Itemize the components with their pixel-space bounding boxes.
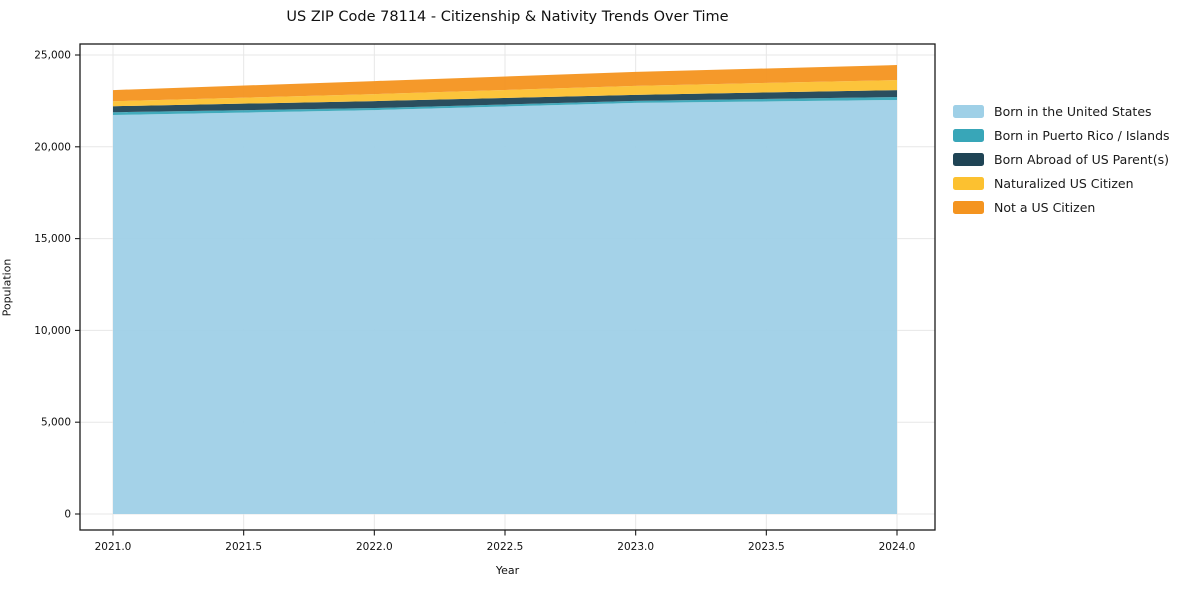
y-tick-label: 20,000 [34, 141, 71, 153]
y-tick-label: 25,000 [34, 49, 71, 61]
x-tick-label: 2024.0 [879, 541, 916, 553]
x-tick-label: 2022.5 [487, 541, 524, 553]
y-tick-label: 15,000 [34, 233, 71, 245]
legend-item: Born in the United States [953, 99, 1170, 123]
legend-item: Naturalized US Citizen [953, 171, 1170, 195]
legend: Born in the United States Born in Puerto … [953, 99, 1170, 219]
legend-item: Born in Puerto Rico / Islands [953, 123, 1170, 147]
legend-label: Born in Puerto Rico / Islands [994, 127, 1170, 143]
x-axis-label: Year [495, 564, 520, 577]
area-series-4 [113, 65, 897, 102]
legend-swatch [953, 176, 984, 190]
x-tick-label: 2023.5 [748, 541, 785, 553]
area-series-3 [113, 80, 897, 107]
y-tick-label: 0 [64, 508, 71, 520]
y-tick-label: 5,000 [41, 417, 71, 429]
legend-label: Naturalized US Citizen [994, 175, 1134, 191]
legend-swatch [953, 152, 984, 166]
x-tick-label: 2023.0 [617, 541, 654, 553]
x-tick-label: 2022.0 [356, 541, 393, 553]
legend-item: Born Abroad of US Parent(s) [953, 147, 1170, 171]
area-series-1 [113, 97, 897, 116]
legend-label: Born Abroad of US Parent(s) [994, 151, 1169, 167]
area-series-2 [113, 90, 897, 113]
legend-label: Not a US Citizen [994, 199, 1096, 215]
x-tick-label: 2021.5 [225, 541, 262, 553]
area-series-0 [113, 99, 897, 515]
chart-title: US ZIP Code 78114 - Citizenship & Nativi… [286, 9, 729, 25]
y-axis-label: Population [0, 258, 14, 317]
legend-swatch [953, 104, 984, 118]
legend-swatch [953, 200, 984, 214]
y-tick-label: 10,000 [34, 325, 71, 337]
legend-swatch [953, 128, 984, 142]
x-tick-label: 2021.0 [95, 541, 132, 553]
legend-label: Born in the United States [994, 103, 1152, 119]
legend-item: Not a US Citizen [953, 195, 1170, 219]
plot-border [79, 43, 936, 531]
